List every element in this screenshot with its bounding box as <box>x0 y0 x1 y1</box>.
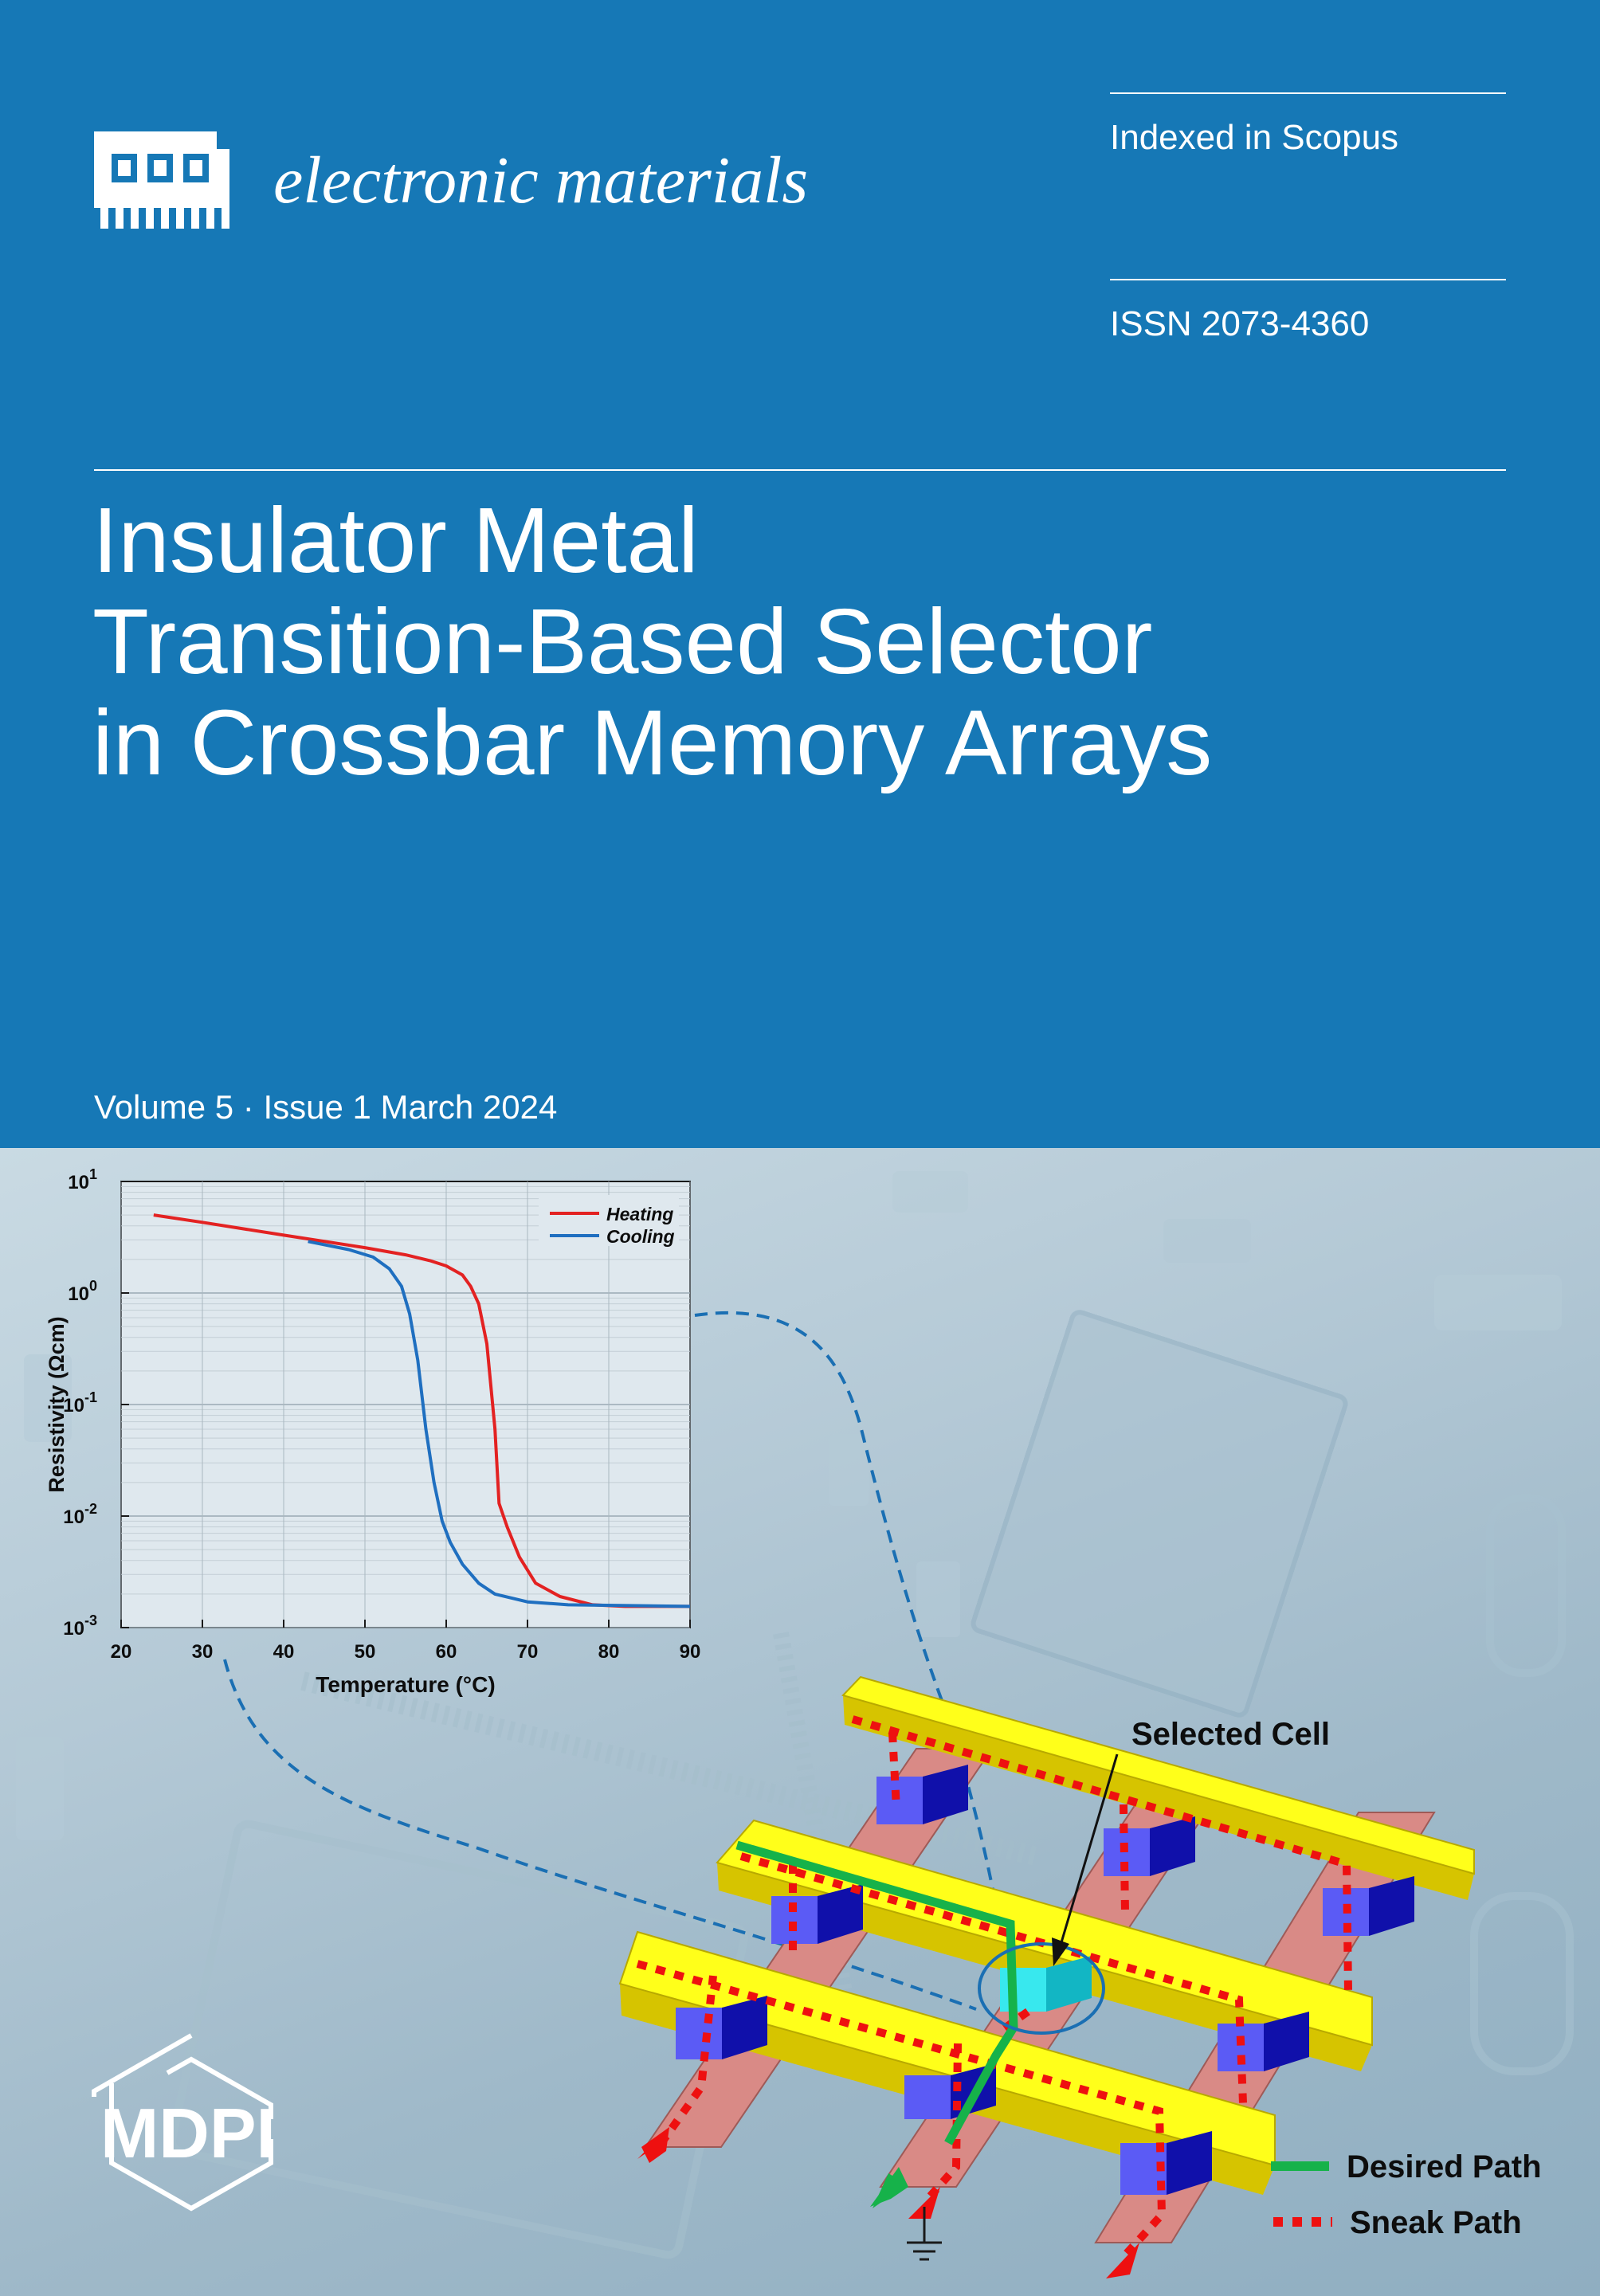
ground-icon <box>907 2207 942 2261</box>
legend-label-cooling: Cooling <box>606 1226 675 1247</box>
sneak-arrow-2 <box>908 2187 940 2219</box>
issn: ISSN 2073-4360 <box>1110 304 1370 343</box>
y-tick-label: 10-2 <box>63 1501 97 1528</box>
x-tick-label: 90 <box>680 1641 701 1663</box>
selected-cell-pointer <box>1058 1753 1119 1949</box>
x-axis-label: Temperature (°C) <box>316 1672 495 1697</box>
x-tick-label: 70 <box>517 1641 539 1663</box>
header-graphics <box>94 131 229 229</box>
chip-icon <box>94 131 229 229</box>
article-title: Insulator Metal Transition-Based Selecto… <box>92 490 1511 793</box>
x-tick-label: 80 <box>598 1641 620 1663</box>
selected-cell-ring <box>978 1942 1105 2035</box>
legend-desired-label: Desired Path <box>1347 2149 1542 2184</box>
path-legend: Desired Path Sneak Path <box>1271 2149 1542 2240</box>
cells-row-1 <box>876 1765 1414 1936</box>
x-tick-label: 20 <box>111 1641 132 1663</box>
selected-cell-label: Selected Cell <box>1131 1717 1330 1752</box>
word-line-1 <box>841 1675 1475 1900</box>
legend-label-heating: Heating <box>606 1204 673 1224</box>
indexed-in-scopus: Indexed in Scopus <box>1110 118 1399 157</box>
sneak-path <box>636 1715 1352 2262</box>
y-tick-label: 101 <box>68 1166 97 1193</box>
series-line-heating <box>153 1213 690 1608</box>
cover-artwork: 20 30 40 50 60 70 80 90 101 100 10-1 10-2 10-3 Tempe… <box>16 1166 1574 2278</box>
sneak-arrow-3 <box>1106 2243 1139 2278</box>
volume-issue-date: Volume 5 · Issue 1 March 2024 <box>94 1088 558 1126</box>
callout-dashed-upper <box>694 1311 1004 1949</box>
y-tick-label: 100 <box>68 1278 97 1305</box>
rule-middle <box>1110 279 1506 280</box>
cover-header-panel: Indexed in Scopus ISSN 2073-4360 electro… <box>92 92 1511 1126</box>
article-title-line: Insulator Metal <box>92 488 699 592</box>
y-tick-label: 10-1 <box>63 1389 97 1416</box>
y-axis-label: Resistivity (Ωcm) <box>45 1316 69 1492</box>
circuit-board-background <box>16 1171 1574 2259</box>
chart-legend: Heating Cooling <box>539 1195 679 1247</box>
x-tick-label: 30 <box>192 1641 214 1663</box>
article-title-line: in Crossbar Memory Arrays <box>92 691 1213 794</box>
x-tick-label: 60 <box>436 1641 457 1663</box>
rule-title <box>94 469 1506 471</box>
journal-name: electronic materials <box>273 143 809 217</box>
plot-axes: 20 30 40 50 60 70 80 90 101 100 10-1 10-2 10-3 <box>63 1166 700 1663</box>
rule-top <box>1110 92 1506 94</box>
resistivity-chart: 20 30 40 50 60 70 80 90 101 100 10-1 10-2 10-3 Tempe… <box>45 1166 700 1697</box>
legend-sneak-label: Sneak Path <box>1350 2205 1522 2240</box>
article-title-line: Transition-Based Selector <box>92 590 1153 693</box>
x-tick-label: 40 <box>273 1641 295 1663</box>
plot-series <box>153 1213 690 1608</box>
crossbar-array: Selected Cell <box>618 1675 1475 2278</box>
x-tick-label: 50 <box>355 1641 376 1663</box>
mdpi-logo: MDPI <box>92 2033 276 2212</box>
y-tick-label: 10-3 <box>63 1612 97 1640</box>
mdpi-wordmark: MDPI <box>100 2094 276 2173</box>
series-line-cooling <box>308 1240 690 1608</box>
